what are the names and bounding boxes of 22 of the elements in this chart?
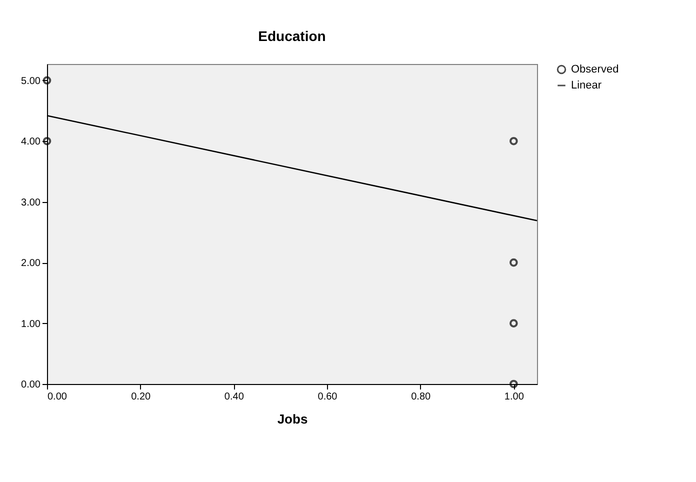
legend-label: Observed: [571, 64, 619, 76]
point: [42, 136, 52, 146]
y-tick-label: 3.00: [21, 197, 41, 208]
point: [42, 76, 52, 85]
y-tick-label: 4.00: [21, 136, 41, 148]
y-tick-label: 0.00: [21, 380, 41, 390]
y-tick-label: 1.00: [21, 318, 41, 330]
point: [510, 258, 518, 267]
x-tick-label: 0.60: [318, 392, 338, 402]
x-tick-label: 0.40: [224, 392, 244, 402]
x-tick-label: 1.00: [504, 392, 524, 402]
x-tick-label: 0.20: [131, 392, 151, 402]
chart-title: Education: [258, 28, 326, 44]
x-axis-title: Jobs: [277, 412, 308, 426]
point: [510, 319, 518, 328]
point: [510, 380, 518, 388]
point: [510, 136, 518, 146]
x-tick-label: 0.80: [411, 392, 431, 402]
legend-label: Linear: [571, 80, 602, 92]
y-tick-label: 2.00: [21, 258, 41, 270]
x-tick-label: 0.00: [48, 392, 68, 402]
y-tick-label: 5.00: [21, 76, 41, 87]
